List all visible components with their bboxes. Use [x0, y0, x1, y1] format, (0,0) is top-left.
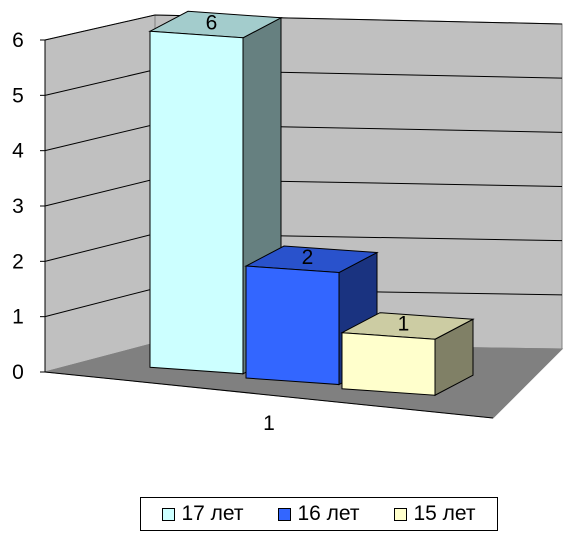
y-tick-label: 5: [12, 84, 24, 107]
y-tick-label: 4: [12, 140, 24, 163]
y-tick-label: 0: [12, 361, 24, 384]
y-tick-label: 6: [12, 29, 24, 52]
legend-item-17: 17 лет: [162, 502, 244, 526]
legend-swatch-icon: [278, 507, 292, 521]
x-axis-line: [44, 371, 494, 419]
bars: 6 2 1: [148, 10, 475, 397]
data-label: 6: [206, 11, 218, 34]
legend-label: 15 лет: [413, 502, 476, 525]
chart-side-wall: [44, 14, 156, 373]
y-tick-label: 1: [12, 306, 24, 329]
y-axis-ticks: 0 1 2 3 4 5 6: [12, 29, 45, 384]
bar-front-face: [245, 265, 340, 386]
gridline: [44, 14, 563, 41]
bar-front-face: [341, 332, 436, 396]
y-tick-label: 3: [12, 195, 24, 218]
legend-item-15: 15 лет: [394, 502, 476, 526]
legend: 17 лет 16 лет 15 лет: [140, 497, 498, 531]
data-label: 2: [302, 246, 314, 269]
legend-swatch-icon: [394, 507, 408, 521]
bar: 1: [340, 312, 475, 397]
x-tick-label: 1: [263, 412, 275, 435]
legend-label: 17 лет: [181, 502, 244, 525]
legend-swatch-icon: [162, 507, 176, 521]
bar-front-face: [149, 30, 244, 375]
legend-item-16: 16 лет: [278, 502, 360, 526]
legend-label: 16 лет: [297, 502, 360, 525]
y-tick-label: 2: [12, 250, 24, 273]
data-label: 1: [398, 313, 410, 336]
